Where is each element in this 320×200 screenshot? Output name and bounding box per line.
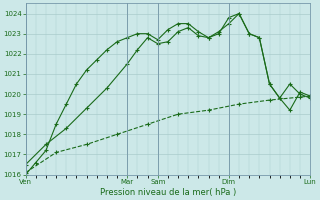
- X-axis label: Pression niveau de la mer( hPa ): Pression niveau de la mer( hPa ): [100, 188, 236, 197]
